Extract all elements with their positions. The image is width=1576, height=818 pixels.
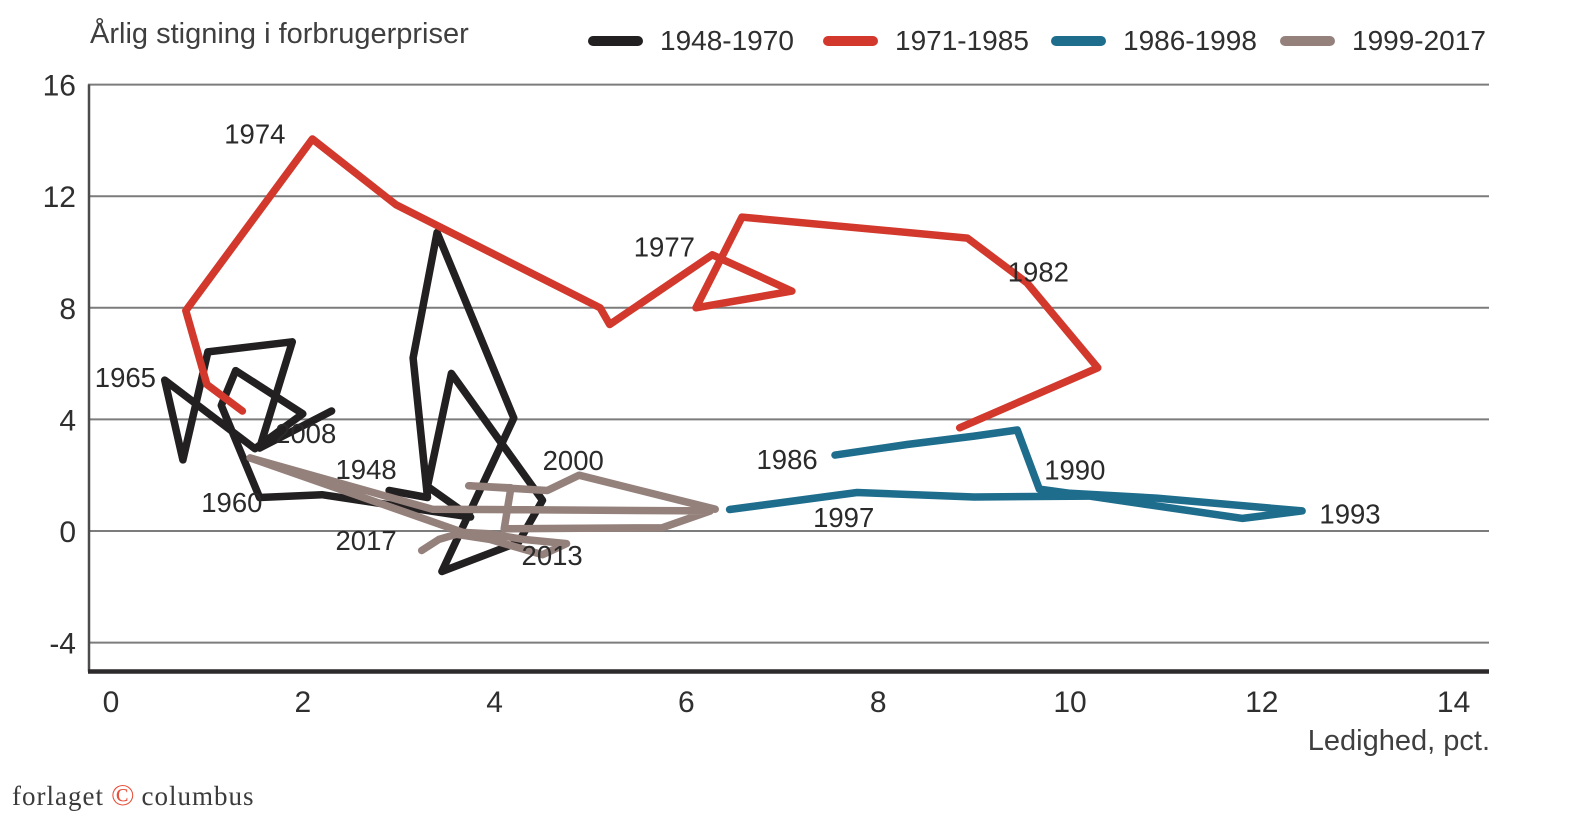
year-label-1974: 1974 bbox=[224, 118, 285, 149]
y-tick-label-8: 8 bbox=[59, 293, 76, 326]
year-label-2017: 2017 bbox=[336, 525, 397, 556]
footer-publisher: forlaget bbox=[12, 780, 104, 811]
series-line-1986-1998 bbox=[725, 426, 1306, 523]
x-tick-label-0: 0 bbox=[103, 686, 120, 719]
x-tick-label-8: 8 bbox=[870, 686, 887, 719]
x-tick-label-2: 2 bbox=[294, 686, 311, 719]
legend-item-1986-1998: 1986-1998 bbox=[1051, 24, 1257, 58]
year-label-1997: 1997 bbox=[813, 502, 874, 533]
x-tick-label-4: 4 bbox=[486, 686, 503, 719]
legend-label-1971-1985: 1971-1985 bbox=[895, 25, 1029, 56]
legend-swatch-1971-1985 bbox=[823, 36, 878, 46]
year-label-1986: 1986 bbox=[757, 444, 818, 475]
legend: 1948-1970 1971-1985 1986-1998 1999-2017 bbox=[0, 0, 1576, 60]
series-line-1948-1970 bbox=[160, 228, 547, 576]
series-line-1999-2017 bbox=[246, 454, 719, 559]
year-label-2013: 2013 bbox=[522, 540, 583, 571]
copyright-icon: © bbox=[110, 777, 135, 812]
legend-item-1971-1985: 1971-1985 bbox=[823, 24, 1029, 58]
y-tick-label--4: -4 bbox=[49, 628, 76, 661]
legend-item-1948-1970: 1948-1970 bbox=[588, 24, 794, 58]
x-tick-label-14: 14 bbox=[1437, 686, 1470, 719]
year-label-1965: 1965 bbox=[95, 362, 156, 393]
y-tick-label-16: 16 bbox=[43, 70, 76, 103]
y-tick-label-0: 0 bbox=[59, 516, 76, 549]
x-tick-label-10: 10 bbox=[1053, 686, 1086, 719]
legend-label-1948-1970: 1948-1970 bbox=[660, 25, 794, 56]
year-label-1982: 1982 bbox=[1008, 257, 1069, 288]
year-label-1948: 1948 bbox=[336, 454, 397, 485]
legend-swatch-1948-1970 bbox=[588, 36, 643, 46]
footer-attribution: forlaget © columbus bbox=[12, 777, 255, 814]
footer-name: columbus bbox=[141, 780, 255, 811]
year-label-1990: 1990 bbox=[1044, 455, 1105, 486]
x-tick-label-12: 12 bbox=[1245, 686, 1278, 719]
y-tick-label-4: 4 bbox=[59, 404, 76, 437]
legend-item-1999-2017: 1999-2017 bbox=[1280, 24, 1486, 58]
year-label-2008: 2008 bbox=[275, 418, 336, 449]
legend-swatch-1986-1998 bbox=[1051, 36, 1106, 46]
y-tick-label-12: 12 bbox=[43, 181, 76, 214]
legend-swatch-1999-2017 bbox=[1280, 36, 1335, 46]
x-tick-label-6: 6 bbox=[678, 686, 695, 719]
year-label-2000: 2000 bbox=[543, 445, 604, 476]
legend-label-1986-1998: 1986-1998 bbox=[1123, 25, 1257, 56]
series-line-1971-1985 bbox=[182, 135, 1102, 432]
x-axis-title: Ledighed, pct. bbox=[1308, 725, 1490, 757]
legend-label-1999-2017: 1999-2017 bbox=[1352, 25, 1486, 56]
year-label-1993: 1993 bbox=[1319, 499, 1380, 530]
chart-title: Årlig stigning i forbrugerpriser bbox=[90, 18, 469, 50]
year-label-1960: 1960 bbox=[201, 487, 262, 518]
year-label-1977: 1977 bbox=[634, 231, 695, 262]
